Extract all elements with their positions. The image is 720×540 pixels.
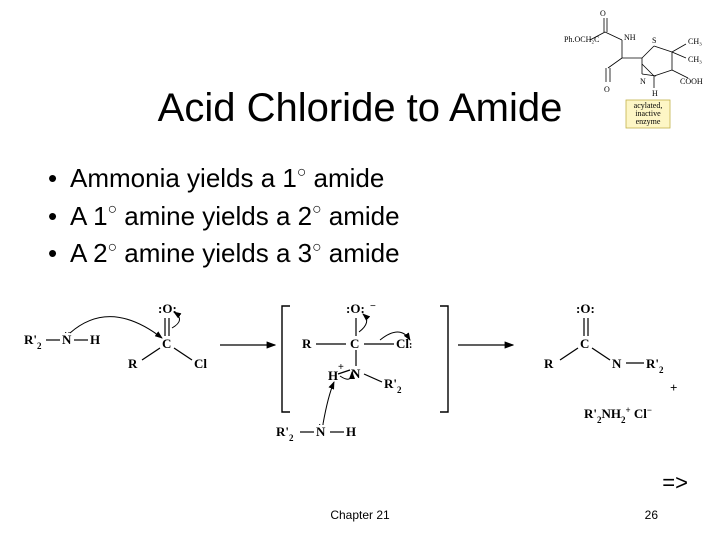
corner-cooh: COOH: [680, 77, 703, 86]
bullet-list: • Ammonia yields a 1○ amide • A 1○ amine…: [48, 160, 400, 273]
corner-s: S: [652, 36, 656, 45]
bullet-text: A 1○ amine yields a 2○ amide: [70, 198, 400, 236]
mech-plus: +: [670, 380, 677, 395]
mech-int-Rp2: R'2: [384, 376, 402, 395]
mech-prod-R: R: [544, 356, 554, 371]
page-title: Acid Chloride to Amide: [0, 86, 720, 131]
mech-int-O-charge: −: [370, 301, 376, 312]
mech-R: R: [128, 356, 138, 371]
next-arrow: =>: [662, 470, 688, 496]
mech-amine2-R: R'2: [276, 424, 294, 443]
mech-int-Cl: Cl:: [396, 336, 412, 351]
mech-int-N: N: [351, 366, 361, 381]
mech-int-H: H: [328, 368, 338, 383]
mech-H: H: [90, 332, 100, 347]
bullet-dot-icon: •: [48, 235, 70, 273]
mechanism-diagram: R'2 N ‥ H :O: C R Cl :O:: [20, 300, 720, 450]
footer-page-number: 26: [645, 508, 658, 522]
mech-int-R: R: [302, 336, 312, 351]
corner-o1: O: [600, 10, 606, 18]
mech-prod-O: :O:: [576, 301, 595, 316]
mech-prod-N: N: [612, 356, 622, 371]
mech-O-top: :O:: [158, 301, 177, 316]
lone-pair-dots: ‥: [64, 325, 71, 336]
bullet-text: Ammonia yields a 1○ amide: [70, 160, 384, 198]
mech-prod-C: C: [580, 336, 589, 351]
mech-Cl: Cl: [194, 356, 207, 371]
bullet-dot-icon: •: [48, 198, 70, 236]
mech-C: C: [162, 336, 171, 351]
corner-nh: NH: [624, 33, 636, 42]
bullet-item: • A 1○ amine yields a 2○ amide: [48, 198, 400, 236]
slide: Ph.OCH₂C O NH O S CH₃ CH₃ COOH N H acyla…: [0, 0, 720, 540]
bullet-item: • Ammonia yields a 1○ amide: [48, 160, 400, 198]
mech-amine1: R'2: [24, 332, 42, 351]
mech-salt: R'2NH2+ Cl−: [584, 405, 652, 425]
mech-prod-Rp2: R'2: [646, 356, 664, 375]
corner-ch3b: CH₃: [688, 55, 702, 64]
bullet-text: A 2○ amine yields a 3○ amide: [70, 235, 400, 273]
mech-amine2-H: H: [346, 424, 356, 439]
footer-chapter: Chapter 21: [0, 508, 720, 522]
mech-int-C: C: [350, 336, 359, 351]
mech-int-plus: +: [338, 362, 344, 373]
corner-ch3a: CH₃: [688, 37, 702, 46]
corner-phoch2c: Ph.OCH₂C: [564, 35, 599, 44]
bullet-dot-icon: •: [48, 160, 70, 198]
corner-n: N: [640, 77, 646, 86]
mech-int-O: :O:: [346, 301, 365, 316]
bullet-item: • A 2○ amine yields a 3○ amide: [48, 235, 400, 273]
